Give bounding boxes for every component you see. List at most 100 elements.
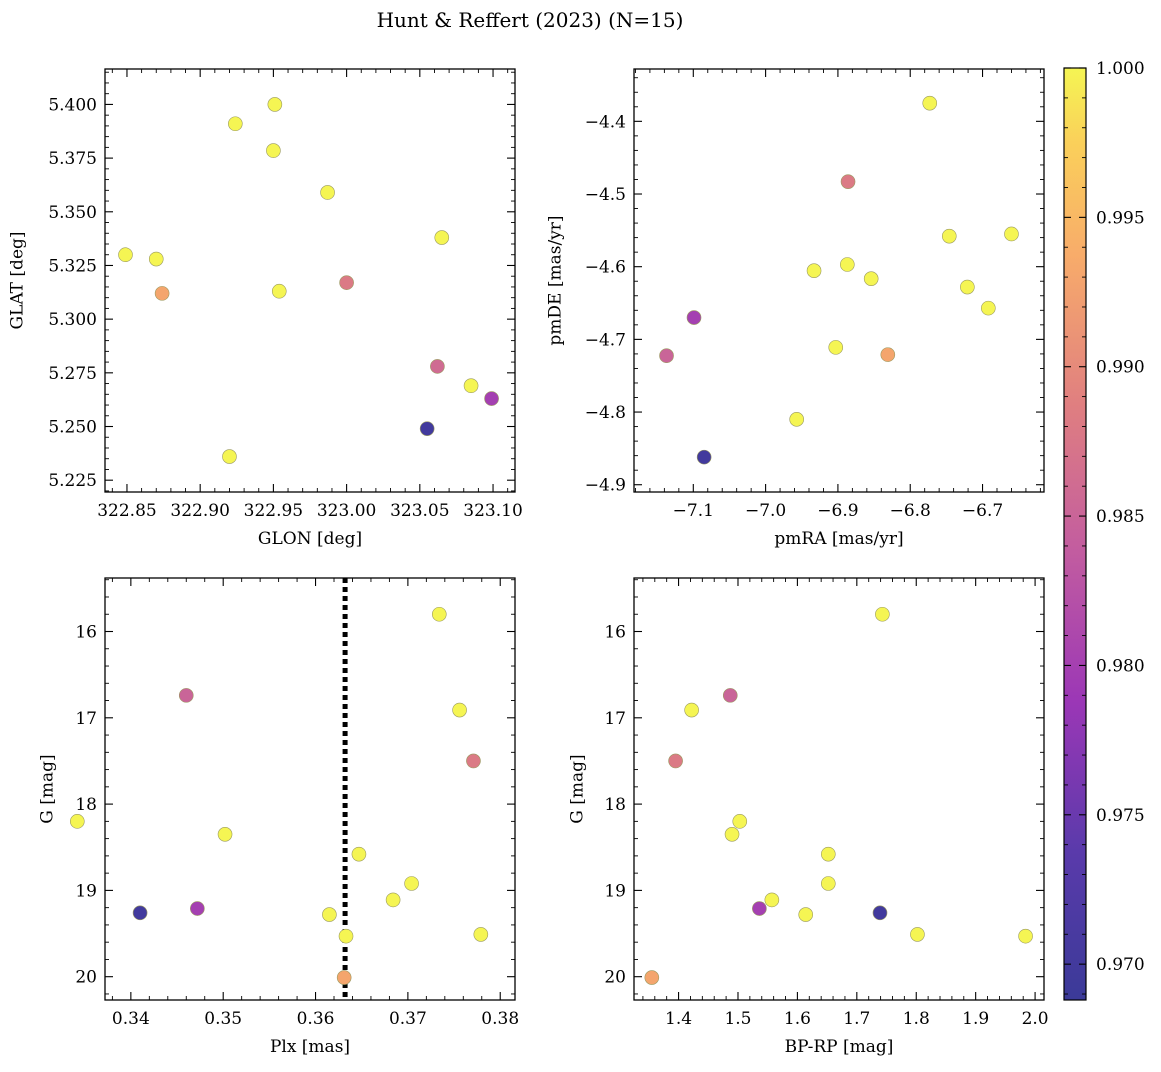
axes-frame xyxy=(633,577,1045,1001)
x-axis-label: Plx [mas] xyxy=(270,1037,350,1057)
data-point xyxy=(148,251,164,267)
y-tick-label: 5.300 xyxy=(48,310,97,330)
data-point xyxy=(668,753,683,769)
x-tick-label: 1.8 xyxy=(903,1009,930,1029)
y-tick-label: −4.5 xyxy=(585,185,626,205)
x-tick-label: −6.8 xyxy=(890,501,931,521)
y-tick-label: 17 xyxy=(75,709,97,729)
x-tick-label: 322.90 xyxy=(170,501,229,521)
x-tick-label: 323.10 xyxy=(463,501,522,521)
data-point xyxy=(863,271,879,286)
data-point xyxy=(419,421,435,436)
data-point xyxy=(320,185,335,200)
data-point xyxy=(659,348,674,364)
colorbar-gradient xyxy=(1063,67,1087,1001)
x-axis-label: pmRA [mas/yr] xyxy=(774,529,903,549)
x-tick-label: 2.0 xyxy=(1022,1009,1049,1029)
y-tick-label: 5.325 xyxy=(48,256,97,276)
data-point xyxy=(696,449,712,465)
colorbar-tick-label: 0.975 xyxy=(1096,806,1145,826)
data-point xyxy=(190,901,205,916)
y-tick-label: −4.8 xyxy=(585,403,626,423)
x-tick-label: 0.38 xyxy=(481,1009,519,1029)
data-point xyxy=(686,310,702,325)
data-point xyxy=(821,876,836,891)
panel-plx: 0.34 0.35 0.36 0.37 0.38 16 17 18 19 20 Plx [mas] G… xyxy=(38,577,519,1057)
x-tick-label: 323.00 xyxy=(317,501,376,521)
y-tick-label: 5.375 xyxy=(48,149,97,169)
data-point xyxy=(266,143,281,158)
x-tick-label: 322.95 xyxy=(244,501,303,521)
x-tick-label: 1.5 xyxy=(724,1009,751,1029)
axes-frame xyxy=(104,577,516,1001)
data-point xyxy=(798,907,814,922)
colorbar-tick-label: 0.995 xyxy=(1096,208,1145,228)
data-point xyxy=(840,257,855,272)
y-tick-label: −4.7 xyxy=(585,330,626,350)
data-point xyxy=(684,702,699,718)
data-point xyxy=(484,391,499,406)
y-tick-label: 19 xyxy=(75,881,97,901)
x-tick-label: −6.7 xyxy=(962,501,1003,521)
x-tick-label: −7.1 xyxy=(673,501,714,521)
data-point xyxy=(434,230,450,245)
y-tick-label: 18 xyxy=(75,795,97,815)
y-tick-label: −4.6 xyxy=(585,258,626,278)
colorbar-tick-label: 0.970 xyxy=(1096,955,1145,975)
y-tick-label: −4.9 xyxy=(585,476,626,496)
x-tick-label: −7.0 xyxy=(745,501,786,521)
data-point xyxy=(452,702,467,718)
data-point xyxy=(880,347,896,362)
x-tick-label: 1.7 xyxy=(843,1009,870,1029)
y-tick-label: 20 xyxy=(604,968,626,988)
x-tick-label: 0.36 xyxy=(297,1009,335,1029)
y-tick-label: 5.275 xyxy=(48,364,97,384)
y-axis-label: pmDE [mas/yr] xyxy=(546,215,566,345)
y-tick-label: 19 xyxy=(604,881,626,901)
data-point xyxy=(222,449,237,464)
data-point xyxy=(752,901,767,916)
data-point xyxy=(336,970,352,985)
x-tick-label: 0.35 xyxy=(204,1009,242,1029)
panel-sky: 322.85 322.90 322.95 323.00 323.05 323.10 5.22… xyxy=(8,68,523,549)
x-tick-label: 0.34 xyxy=(112,1009,150,1029)
data-point xyxy=(724,827,740,842)
data-point xyxy=(217,827,233,842)
x-tick-label: 322.85 xyxy=(97,501,156,521)
y-tick-label: 5.250 xyxy=(48,418,97,438)
data-point xyxy=(466,753,481,769)
data-point xyxy=(840,174,856,189)
panel-pm: −7.1 −7.0 −6.9 −6.8 −6.7 −4.9 −4.8 −4.7 −4.6 −4.5… xyxy=(546,68,1045,549)
y-axis-label: GLAT [deg] xyxy=(8,231,28,329)
data-point xyxy=(828,340,844,355)
y-tick-label: 5.400 xyxy=(48,95,97,115)
data-point xyxy=(821,846,836,862)
colorbar-tick-label: 0.990 xyxy=(1096,358,1145,378)
data-point xyxy=(385,892,401,908)
data-point xyxy=(178,688,194,703)
x-tick-label: −6.9 xyxy=(817,501,858,521)
data-point xyxy=(351,846,367,862)
data-point xyxy=(981,300,996,316)
data-point xyxy=(463,378,479,394)
data-point xyxy=(228,116,243,132)
colorbar-tick-label: 0.985 xyxy=(1096,507,1145,527)
y-tick-label: −4.4 xyxy=(585,112,626,132)
y-tick-label: 20 xyxy=(75,968,97,988)
axes-frame xyxy=(633,68,1045,493)
data-point xyxy=(806,263,822,278)
x-tick-label: 323.05 xyxy=(390,501,449,521)
data-point xyxy=(941,228,957,244)
data-point xyxy=(1004,226,1019,242)
data-point xyxy=(473,927,489,942)
data-point xyxy=(722,688,738,703)
data-point xyxy=(322,907,337,922)
data-point xyxy=(910,927,925,942)
data-point xyxy=(922,95,938,111)
panel-cmd: 1.4 1.5 1.6 1.7 1.8 1.9 2.0 16 17 18 19 20 BP-RP [ma… xyxy=(568,577,1049,1057)
x-axis-label: GLON [deg] xyxy=(258,529,362,549)
data-point xyxy=(789,412,804,427)
data-point xyxy=(154,286,170,301)
